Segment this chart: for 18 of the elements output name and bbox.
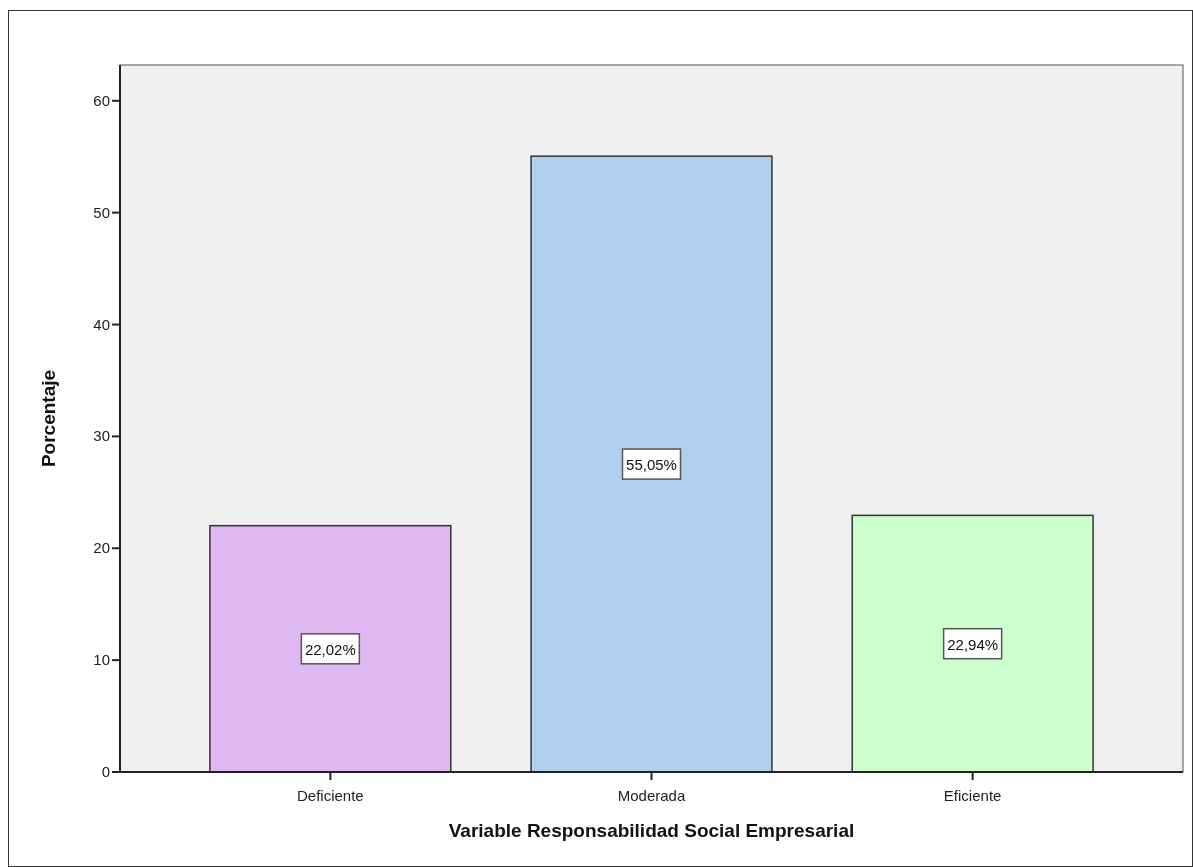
bar — [209, 524, 452, 773]
bar — [530, 155, 773, 773]
x-axis-title: Variable Responsabilidad Social Empresarial — [448, 820, 855, 841]
y-tick-label: 30 — [93, 427, 110, 445]
x-tick-label: Moderada — [617, 787, 686, 804]
y-tick-label: 60 — [93, 91, 110, 109]
data-label: 22,02% — [304, 640, 356, 658]
y-tick-label: 20 — [93, 539, 110, 557]
bar — [851, 514, 1094, 773]
y-tick-label: 50 — [93, 203, 110, 221]
y-axis-title: Porcentaje — [38, 369, 59, 468]
data-label: 55,05% — [626, 456, 677, 474]
y-tick-label: 40 — [93, 315, 110, 333]
data-label: 22,94% — [947, 635, 999, 653]
x-tick-label: Deficiente — [297, 787, 364, 804]
y-tick-label: 0 — [101, 763, 110, 780]
y-tick-label: 10 — [93, 651, 110, 669]
x-tick-label: Eficiente — [943, 787, 1002, 804]
